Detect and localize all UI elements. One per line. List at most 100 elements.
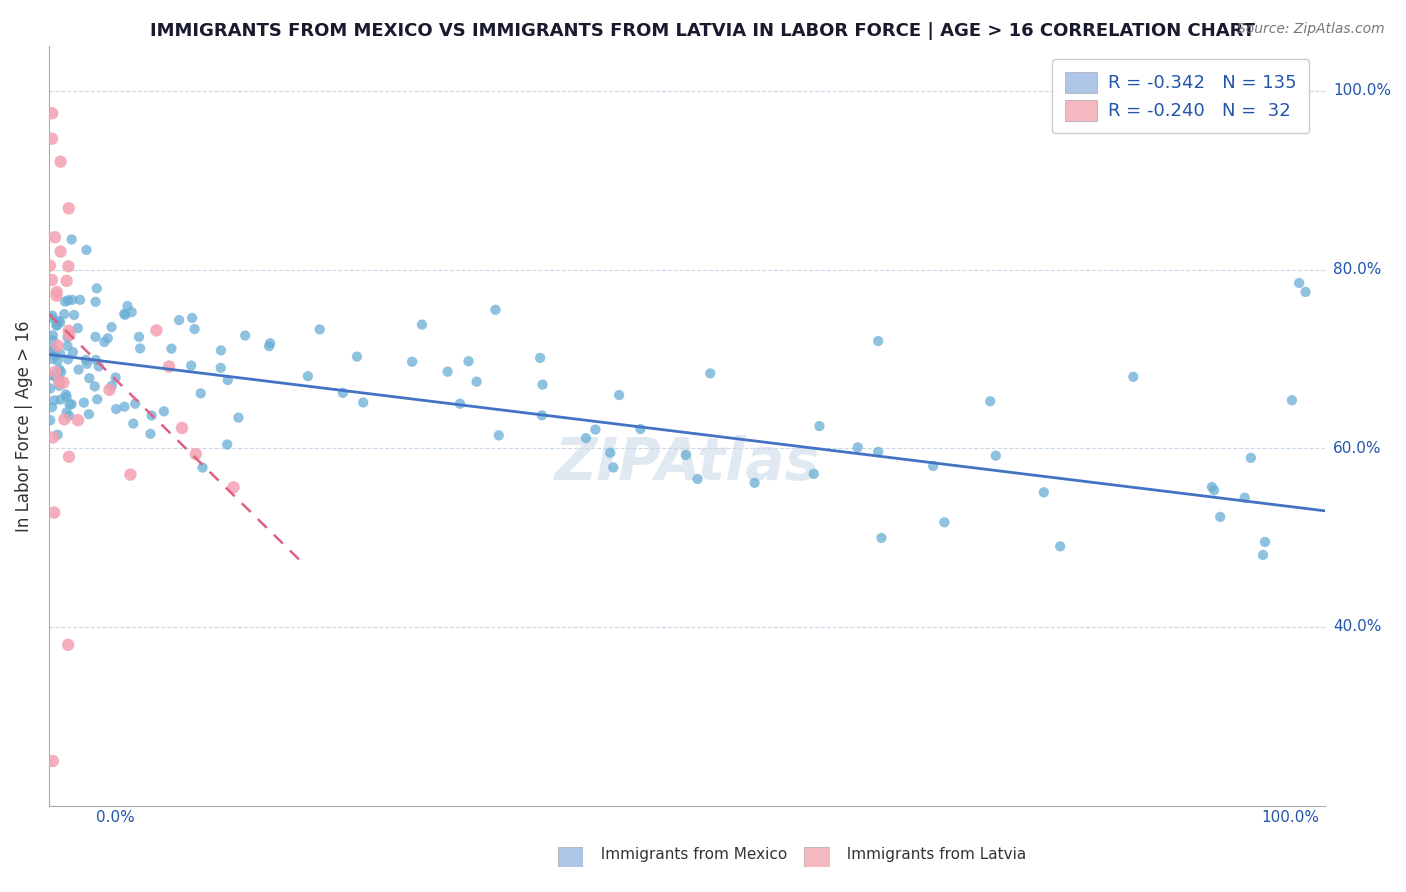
Point — [846, 441, 869, 455]
Text: 100.0%: 100.0% — [1261, 810, 1319, 825]
Point — [46, 338, 69, 352]
Point — [308, 322, 330, 336]
Y-axis label: In Labor Force | Age > 16: In Labor Force | Age > 16 — [15, 320, 32, 532]
Point — [42, 334, 65, 348]
Point — [1251, 548, 1274, 562]
Point — [75, 243, 97, 257]
Point — [1295, 285, 1317, 299]
Point — [222, 480, 245, 494]
Point — [86, 392, 108, 407]
Point — [44, 393, 66, 408]
Point — [100, 320, 122, 334]
Point — [45, 289, 67, 303]
Point — [1204, 483, 1226, 498]
Point — [1240, 450, 1263, 465]
Point — [41, 131, 63, 145]
Point — [83, 379, 105, 393]
Point — [44, 506, 66, 520]
Point — [44, 365, 66, 379]
Point — [599, 446, 621, 460]
Point — [209, 360, 232, 375]
Point — [699, 367, 721, 381]
Point — [45, 318, 67, 333]
Point — [868, 334, 890, 348]
Point — [41, 351, 63, 366]
Point — [42, 328, 65, 343]
Point — [575, 431, 598, 445]
Point — [75, 352, 97, 367]
Point — [73, 395, 96, 409]
Point — [583, 423, 606, 437]
Point — [124, 397, 146, 411]
Point — [1288, 276, 1310, 290]
Point — [53, 412, 76, 426]
Point — [87, 359, 110, 374]
Point — [52, 376, 75, 390]
Point — [58, 260, 80, 274]
Text: 100.0%: 100.0% — [1333, 83, 1391, 98]
Point — [411, 318, 433, 332]
Point — [160, 342, 183, 356]
Point — [58, 450, 80, 464]
Point — [84, 353, 107, 368]
Point — [41, 400, 63, 414]
Point — [465, 375, 488, 389]
Point — [457, 354, 479, 368]
Point — [56, 352, 79, 367]
Point — [48, 314, 70, 328]
Point — [1254, 535, 1277, 549]
Point — [1122, 369, 1144, 384]
Text: 60.0%: 60.0% — [1333, 441, 1382, 456]
Point — [49, 315, 72, 329]
Point — [297, 369, 319, 384]
Point — [39, 382, 62, 396]
Point — [744, 475, 766, 490]
Point — [53, 307, 76, 321]
Point — [69, 293, 91, 307]
Point — [48, 362, 70, 376]
Point — [401, 355, 423, 369]
Text: Immigrants from Latvia: Immigrants from Latvia — [837, 847, 1026, 862]
Point — [48, 379, 70, 393]
Point — [77, 407, 100, 421]
Point — [60, 293, 83, 307]
Point — [346, 350, 368, 364]
Point — [145, 323, 167, 337]
Point — [41, 273, 63, 287]
Point — [922, 458, 945, 473]
Point — [66, 321, 89, 335]
Point — [117, 299, 139, 313]
Point — [602, 460, 624, 475]
Point — [1233, 491, 1256, 505]
Point — [257, 339, 280, 353]
Point — [49, 365, 72, 379]
Point — [58, 409, 80, 423]
Point — [984, 449, 1007, 463]
Point — [607, 388, 630, 402]
Text: 40.0%: 40.0% — [1333, 619, 1381, 634]
Point — [181, 310, 204, 325]
Point — [42, 430, 65, 444]
Point — [484, 302, 506, 317]
Point — [55, 405, 77, 419]
Point — [170, 421, 193, 435]
Point — [58, 202, 80, 216]
Point — [48, 372, 70, 386]
Point — [217, 437, 239, 451]
Point — [42, 343, 65, 357]
Point — [233, 328, 256, 343]
Point — [157, 359, 180, 374]
Point — [530, 409, 553, 423]
Point — [112, 307, 135, 321]
Point — [48, 376, 70, 390]
Point — [129, 342, 152, 356]
Point — [97, 331, 120, 345]
Text: IMMIGRANTS FROM MEXICO VS IMMIGRANTS FROM LATVIA IN LABOR FORCE | AGE > 16 CORRE: IMMIGRANTS FROM MEXICO VS IMMIGRANTS FRO… — [150, 22, 1256, 40]
Point — [449, 397, 471, 411]
Point — [531, 377, 554, 392]
Point — [60, 232, 83, 246]
Point — [332, 385, 354, 400]
Point — [630, 422, 652, 436]
Point — [104, 370, 127, 384]
Point — [121, 305, 143, 319]
